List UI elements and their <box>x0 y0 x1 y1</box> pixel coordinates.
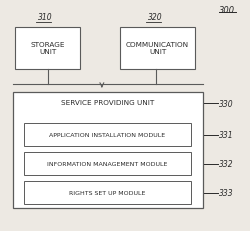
FancyBboxPatch shape <box>24 152 191 176</box>
Text: 330: 330 <box>219 100 234 108</box>
Text: COMMUNICATION
UNIT: COMMUNICATION UNIT <box>126 42 189 55</box>
Text: APPLICATION INSTALLATION MODULE: APPLICATION INSTALLATION MODULE <box>50 133 166 138</box>
Text: RIGHTS SET UP MODULE: RIGHTS SET UP MODULE <box>69 190 146 195</box>
Text: STORAGE
UNIT: STORAGE UNIT <box>30 42 65 55</box>
FancyBboxPatch shape <box>24 124 191 147</box>
Text: 332: 332 <box>219 160 234 168</box>
Text: INFORMATION MANAGEMENT MODULE: INFORMATION MANAGEMENT MODULE <box>47 161 168 167</box>
Text: 310: 310 <box>38 13 52 22</box>
Text: SERVICE PROVIDING UNIT: SERVICE PROVIDING UNIT <box>61 100 154 106</box>
Text: 320: 320 <box>148 13 162 22</box>
FancyBboxPatch shape <box>12 92 202 208</box>
Text: 333: 333 <box>219 188 234 197</box>
FancyBboxPatch shape <box>24 181 191 204</box>
Text: 331: 331 <box>219 131 234 140</box>
FancyBboxPatch shape <box>15 28 80 69</box>
Text: 300: 300 <box>220 6 236 15</box>
FancyBboxPatch shape <box>120 28 195 69</box>
